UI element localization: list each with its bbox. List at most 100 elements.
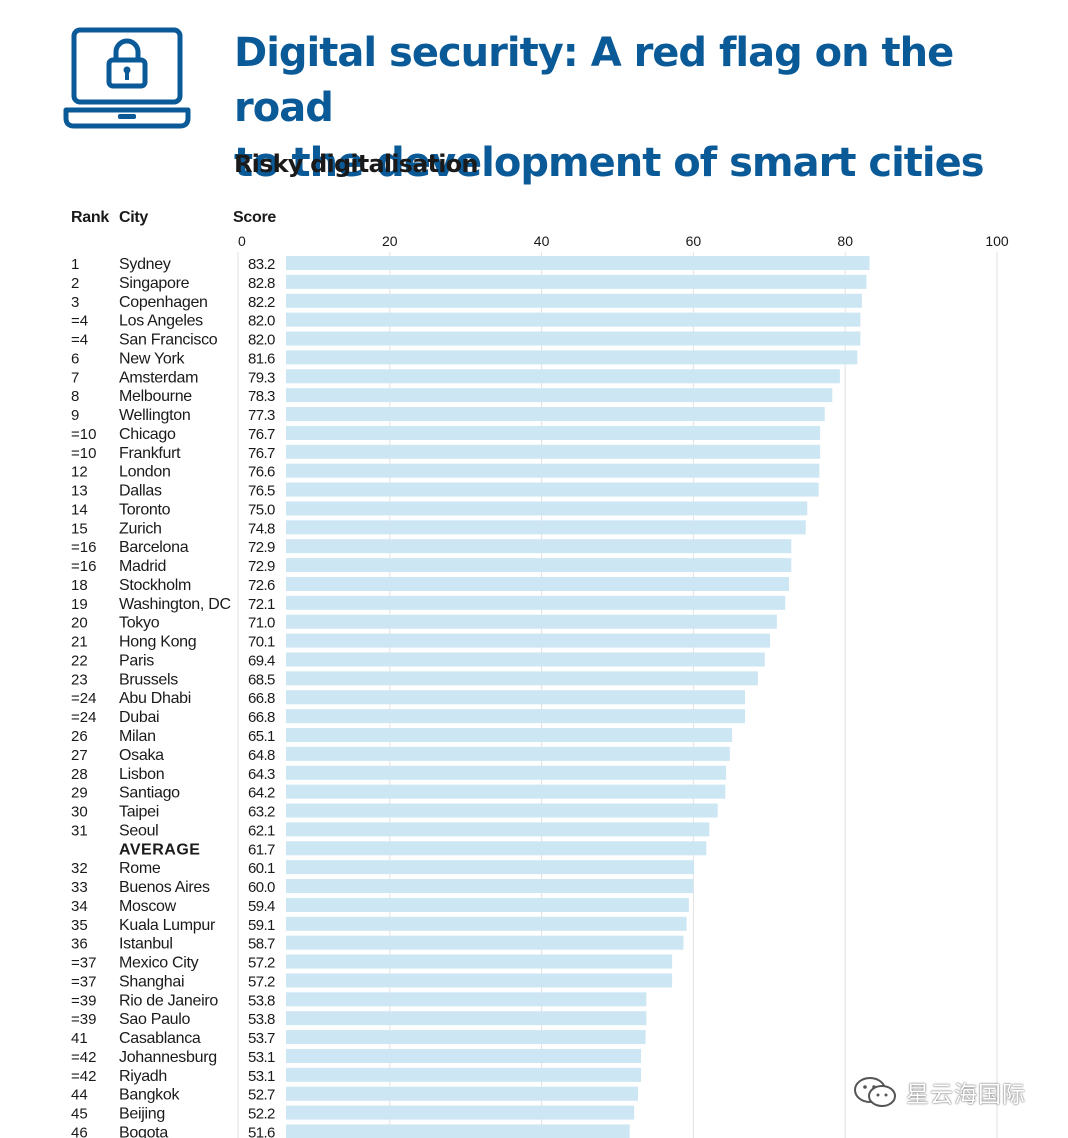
bar: [286, 539, 792, 554]
title-line-1: Digital security: A red flag on the road: [234, 30, 954, 131]
x-tick-label: 80: [837, 233, 853, 249]
rank-label: 8: [71, 388, 79, 405]
city-label: Dubai: [119, 709, 159, 726]
city-label: Sao Paulo: [119, 1011, 191, 1028]
city-label: Stockholm: [119, 577, 191, 594]
rank-label: 31: [71, 822, 88, 839]
city-label: Madrid: [119, 558, 166, 575]
rank-label: =39: [71, 1011, 96, 1028]
rank-label: =4: [71, 332, 88, 349]
data-label: 72.9: [248, 539, 275, 556]
city-label: Bogota: [119, 1124, 168, 1138]
data-label: 53.8: [248, 1011, 275, 1028]
data-label: 76.7: [248, 426, 275, 443]
rank-label: 9: [71, 407, 79, 424]
city-label: Johannesburg: [119, 1049, 217, 1066]
bar: [286, 1067, 642, 1082]
rank-label: 23: [71, 671, 88, 688]
data-label: 60.0: [248, 879, 275, 896]
rank-label: 1: [71, 256, 79, 273]
data-label: 57.2: [248, 973, 275, 990]
city-label: Frankfurt: [119, 445, 181, 462]
rank-label: =37: [71, 973, 96, 990]
data-label: 79.3: [248, 369, 275, 386]
bar: [286, 1030, 646, 1045]
data-label: 82.8: [248, 275, 275, 292]
rank-label: =37: [71, 955, 96, 972]
rank-label: 27: [71, 747, 88, 764]
city-label: Hong Kong: [119, 634, 196, 651]
bar: [286, 614, 777, 629]
data-label: 64.3: [248, 766, 275, 783]
city-label: Bangkok: [119, 1087, 180, 1104]
bar: [286, 256, 870, 270]
data-label: 71.0: [248, 615, 275, 632]
data-label: 64.8: [248, 747, 275, 764]
bar: [286, 992, 647, 1007]
bar: [286, 407, 825, 422]
rank-label: 33: [71, 879, 88, 896]
bar: [286, 425, 821, 440]
rank-label: =39: [71, 992, 96, 1009]
data-label: 74.8: [248, 520, 275, 537]
data-label: 72.9: [248, 558, 275, 575]
x-tick-label: 20: [382, 233, 398, 249]
bar: [286, 331, 861, 346]
laptop-lock-icon: [63, 27, 191, 129]
city-label: New York: [119, 350, 185, 367]
city-label: Abu Dhabi: [119, 690, 191, 707]
data-label: 57.2: [248, 955, 275, 972]
bar: [286, 765, 727, 780]
city-label: Chicago: [119, 426, 176, 443]
bar: [286, 520, 806, 535]
rank-label: 15: [71, 520, 88, 537]
rank-label: =4: [71, 313, 88, 330]
city-label: Barcelona: [119, 539, 189, 556]
rank-label: =16: [71, 539, 96, 556]
city-column-header: City: [119, 209, 149, 226]
city-label: Paris: [119, 652, 154, 669]
city-label: Santiago: [119, 785, 180, 802]
city-label: Moscow: [119, 898, 177, 915]
rank-label: 3: [71, 294, 79, 311]
rank-label: 44: [71, 1087, 88, 1104]
bar: [286, 746, 730, 761]
bar: [286, 671, 758, 686]
x-tick-label: 100: [985, 233, 1009, 249]
city-label: Amsterdam: [119, 369, 198, 386]
bar: [286, 444, 821, 459]
data-label: 63.2: [248, 804, 275, 821]
bar: [286, 388, 833, 403]
data-label: 59.4: [248, 898, 275, 915]
data-label: 52.2: [248, 1106, 275, 1123]
city-label: Beijing: [119, 1106, 165, 1123]
bar: [286, 1086, 638, 1101]
wechat-icon: [854, 1077, 896, 1107]
bar: [286, 576, 790, 591]
data-label: 59.1: [248, 917, 275, 934]
watermark: 星云海国际: [852, 1074, 1026, 1110]
city-label: Buenos Aires: [119, 879, 210, 896]
rank-label: 35: [71, 917, 88, 934]
bar: [286, 482, 819, 497]
data-label: 76.7: [248, 445, 275, 462]
rank-label: 45: [71, 1106, 88, 1123]
data-label: 53.1: [248, 1049, 275, 1066]
rank-label: 34: [71, 898, 88, 915]
watermark-text: 星云海国际: [906, 1082, 1026, 1108]
city-label: Zurich: [119, 520, 162, 537]
bar: [286, 728, 733, 742]
data-label: 53.1: [248, 1068, 275, 1085]
city-label: San Francisco: [119, 332, 218, 349]
bar: [286, 897, 689, 912]
city-label: AVERAGE: [119, 841, 200, 858]
chart-title: Digital security: A red flag on the road…: [234, 26, 1054, 191]
data-label: 61.7: [248, 841, 275, 858]
city-label: Sydney: [119, 256, 171, 273]
rank-label: =42: [71, 1068, 96, 1085]
data-label: 60.1: [248, 860, 275, 877]
rank-label: 12: [71, 464, 88, 481]
city-label: Rome: [119, 860, 161, 877]
city-label: Mexico City: [119, 955, 199, 972]
rank-label: 36: [71, 936, 88, 953]
